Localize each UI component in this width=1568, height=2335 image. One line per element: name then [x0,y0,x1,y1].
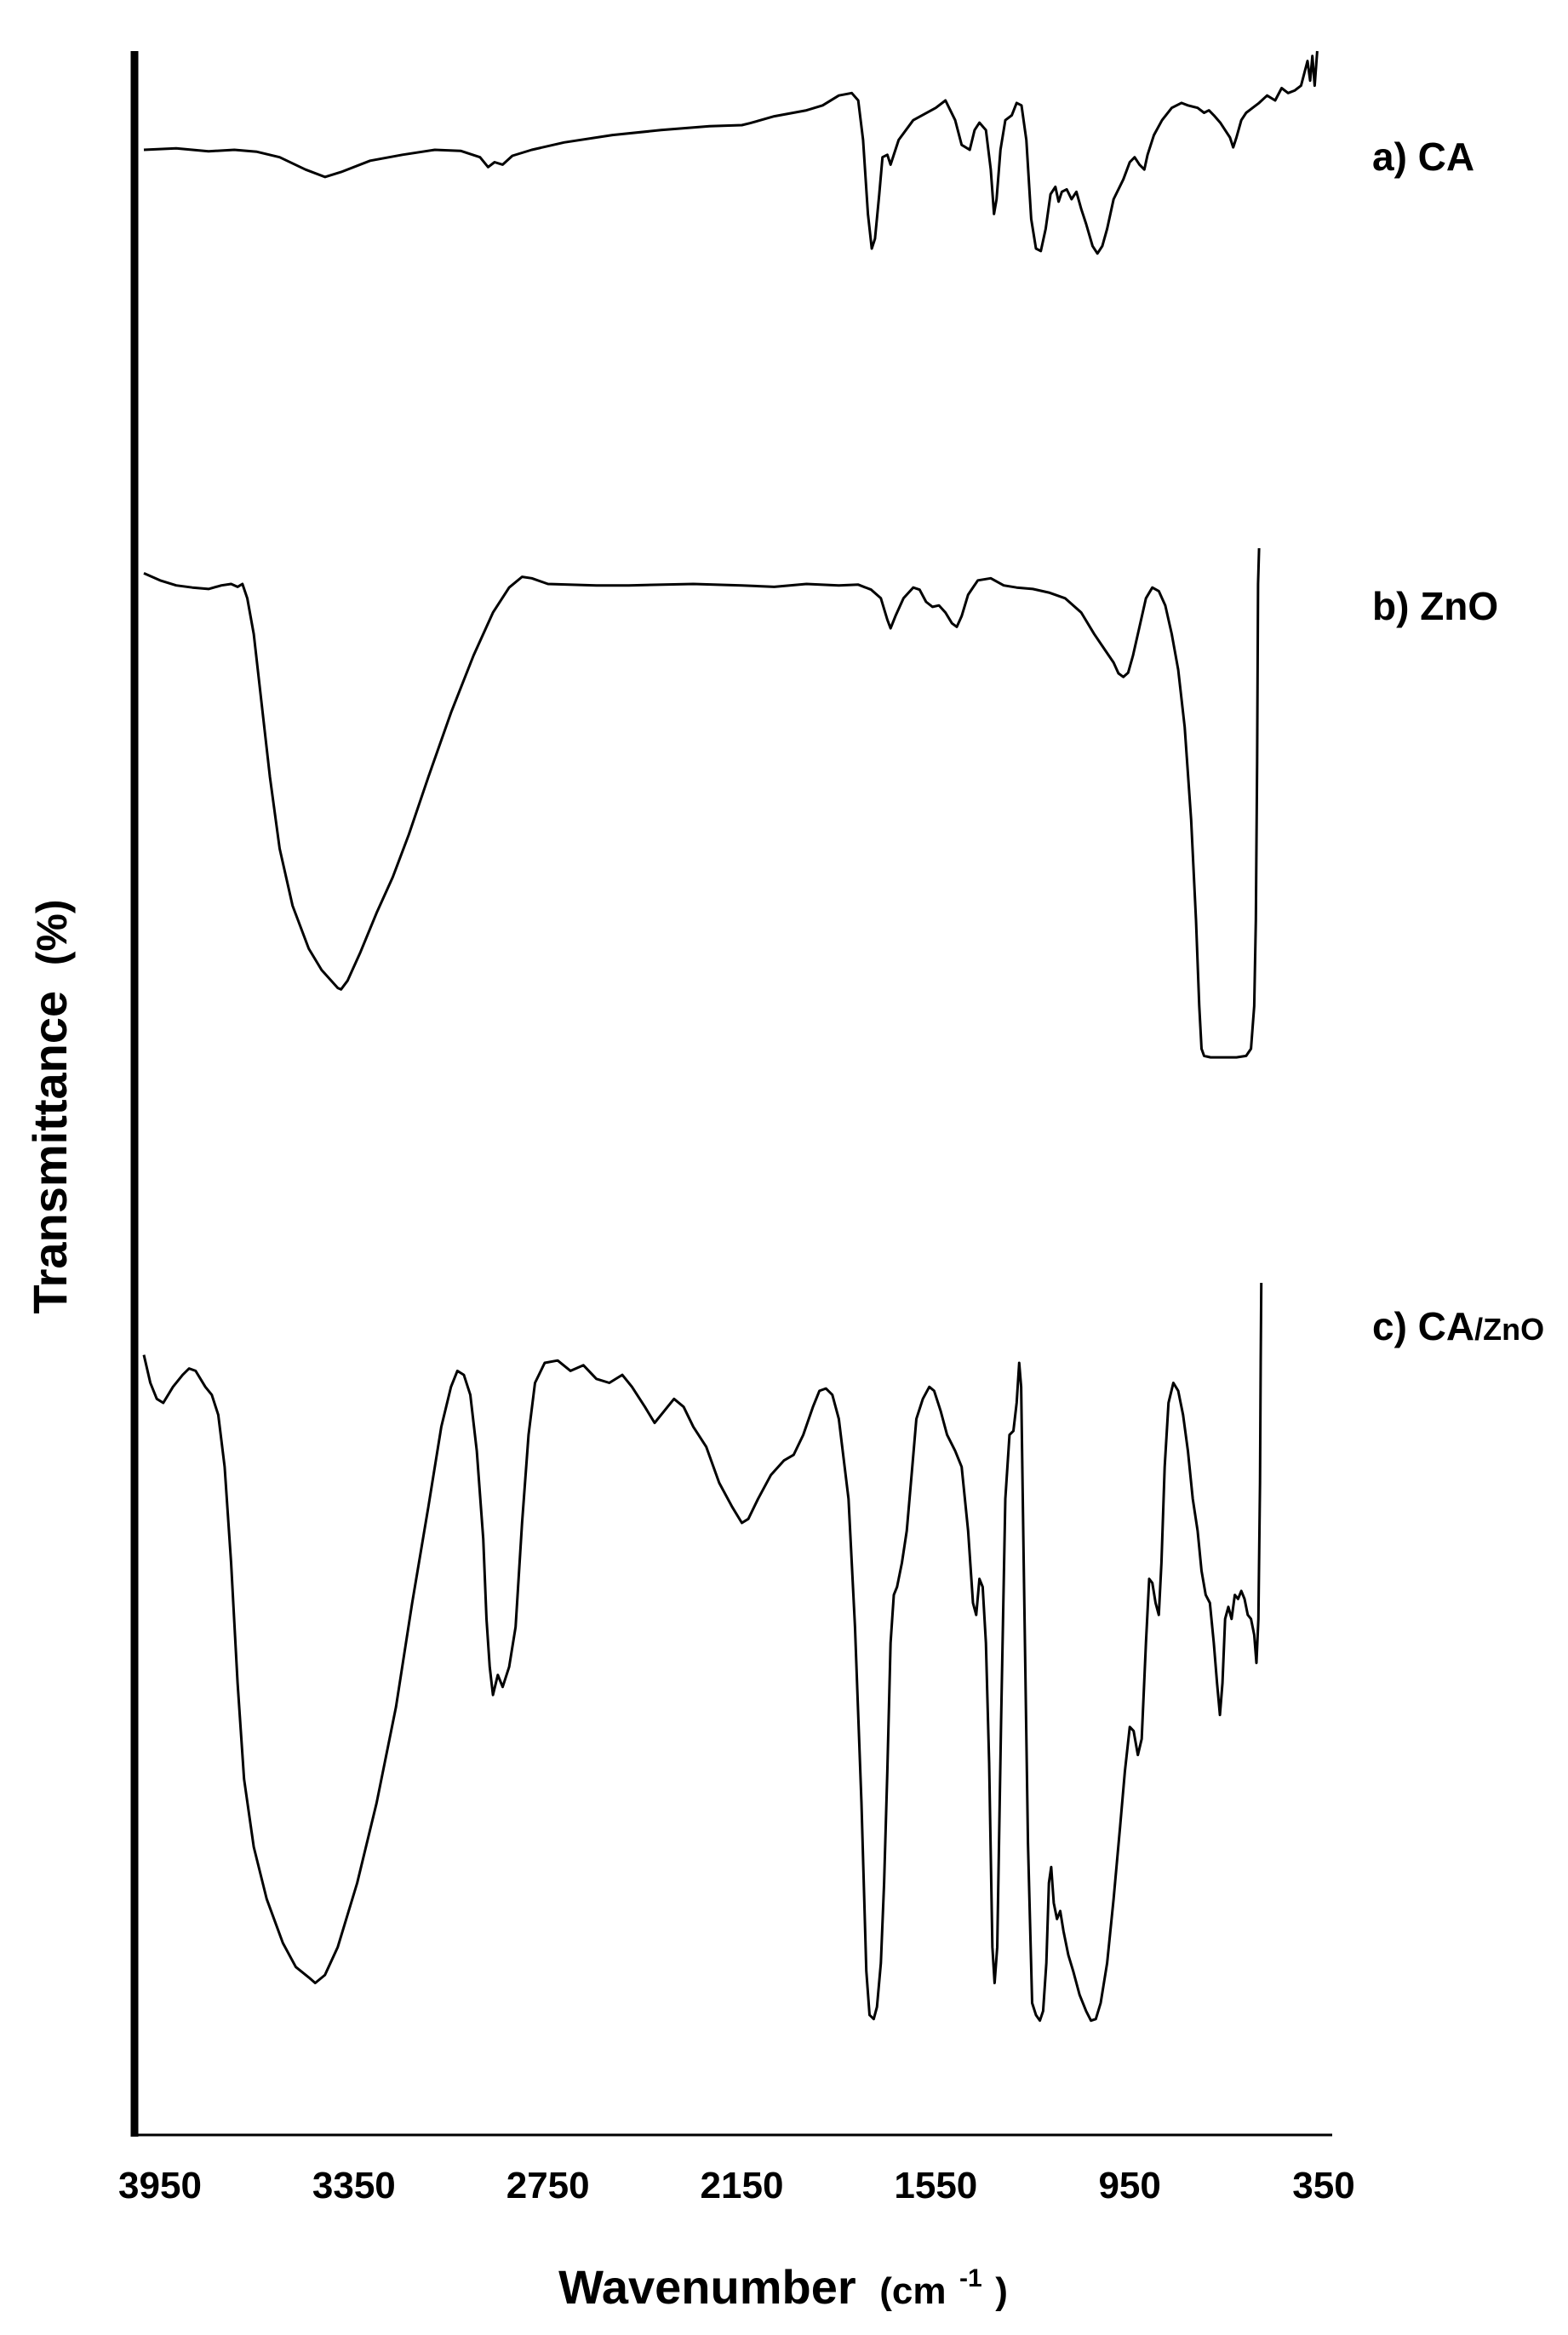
series-line-3 [142,1282,1263,2023]
x-tick-labels: 3950 3350 2750 2150 1550 950 350 [118,2165,1355,2206]
y-axis-unit: (%) [28,899,76,965]
series-label-2: b) ZnO [1372,584,1498,628]
x-tick-label-3350: 3350 [312,2165,396,2206]
series-line-1 [143,50,1319,255]
series-layer [142,50,1319,2023]
x-tick-label-2150: 2150 [701,2165,784,2206]
x-axis-unit-exponent: -1 [959,2264,982,2292]
axes-layer [130,51,1332,2137]
y-axis-title-main: Transmittance [23,991,77,1314]
x-tick-label-1550: 1550 [894,2165,977,2206]
x-tick-label-2750: 2750 [506,2165,590,2206]
x-axis-title-main: Wavenumber [558,2260,856,2314]
y-axis-title: Transmittance (%) [23,899,77,1313]
x-axis-unit-suffix: ) [995,2270,1008,2312]
x-axis-unit-prefix: (cm [879,2270,946,2312]
x-tick-label-950: 950 [1098,2165,1160,2206]
x-axis-title: Wavenumber (cm -1 ) [558,2243,1008,2314]
series-label-1: a) CA [1372,134,1474,179]
series-labels: a) CA b) ZnO c) CA/ZnO [1372,134,1544,1348]
series-label-3: c) CA/ZnO [1372,1304,1544,1348]
series-line-2 [143,547,1261,1059]
x-tick-label-3950: 3950 [118,2165,202,2206]
x-tick-label-350: 350 [1292,2165,1354,2206]
